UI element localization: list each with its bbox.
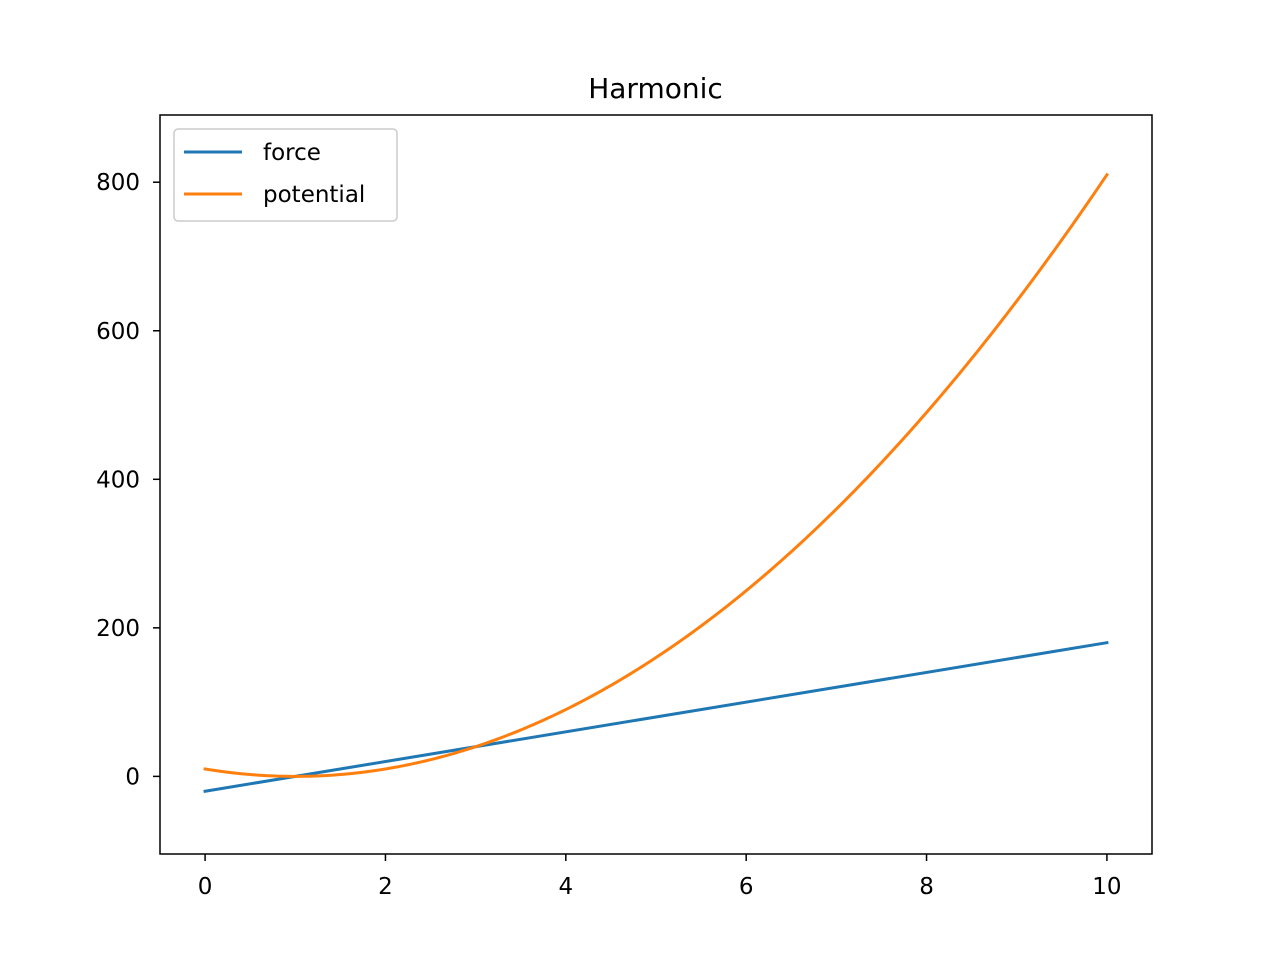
series-line-force — [203, 640, 1109, 793]
axes-frame — [159, 114, 1153, 855]
series-line-potential — [203, 172, 1109, 778]
x-tick-label: 8 — [919, 874, 934, 900]
x-tick-label: 0 — [198, 874, 213, 900]
axes: 0 2 4 6 8 10 0 200 400 600 800 — [96, 114, 1153, 900]
y-tick-label: 600 — [96, 319, 140, 345]
legend-label-potential: potential — [263, 182, 365, 208]
legend-label-force: force — [263, 140, 321, 166]
x-tick-label: 6 — [739, 874, 754, 900]
x-tick-label: 2 — [378, 874, 393, 900]
plot-area — [203, 172, 1109, 793]
x-tick-label: 4 — [558, 874, 573, 900]
y-tick-label: 800 — [96, 170, 140, 196]
y-tick-label: 400 — [96, 467, 140, 493]
chart-title: Harmonic — [588, 72, 723, 105]
legend: force potential — [173, 128, 398, 222]
y-tick-label: 200 — [96, 616, 140, 642]
y-tick-label: 0 — [125, 764, 140, 790]
x-tick-label: 10 — [1092, 874, 1121, 900]
